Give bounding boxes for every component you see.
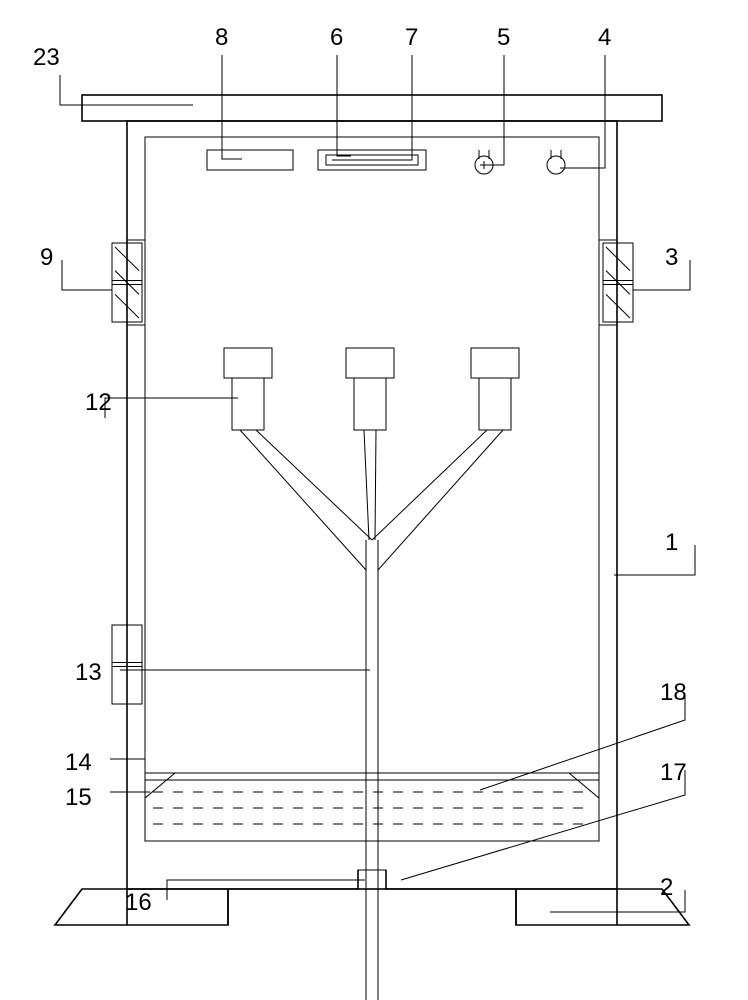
callout-label: 9 (40, 244, 53, 271)
callout-label: 15 (65, 784, 92, 811)
callout-label: 4 (598, 24, 611, 51)
callout-label: 12 (85, 389, 112, 416)
callout-label: 3 (665, 244, 678, 271)
callout-label: 13 (75, 659, 102, 686)
callout-label: 18 (660, 679, 687, 706)
callout-label: 17 (660, 759, 687, 786)
callout-label: 2 (660, 874, 673, 901)
callout-label: 16 (125, 889, 152, 916)
callout-label: 5 (497, 24, 510, 51)
callout-label: 1 (665, 529, 678, 556)
callout-label: 8 (215, 24, 228, 51)
callout-label: 14 (65, 749, 92, 776)
callout-label: 6 (330, 24, 343, 51)
callout-label: 23 (33, 44, 60, 71)
callout-label: 7 (405, 24, 418, 51)
